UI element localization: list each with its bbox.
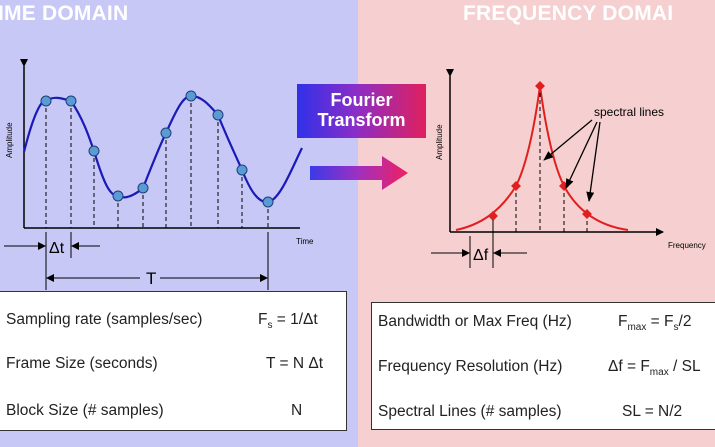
frame-size-value: T = N Δt xyxy=(266,355,324,372)
sample-point xyxy=(40,95,52,107)
transform-arrow xyxy=(310,156,408,190)
sample-point xyxy=(212,109,224,121)
sample-point xyxy=(112,190,124,202)
frequency-axes xyxy=(446,69,664,236)
sample-point xyxy=(65,95,77,107)
sample-point xyxy=(185,90,197,102)
time-domain-title: IME DOMAIN xyxy=(0,2,129,25)
sample-point xyxy=(137,182,149,194)
sampling-rate-value: Fs = 1/Δt xyxy=(258,311,318,332)
block-size-label: Block Size (# samples) xyxy=(6,402,164,419)
freq-x-axis-label: Frequency xyxy=(668,241,706,250)
frequency-domain-definitions: Bandwidth or Max Freq (Hz) Fmax = Fs/2 F… xyxy=(371,302,715,430)
transform-label: Transform xyxy=(317,110,406,130)
sample-point xyxy=(262,196,274,208)
freq-y-axis-label: Amplitude xyxy=(435,124,444,160)
spectral-point xyxy=(535,81,545,91)
spectral-point xyxy=(488,211,498,221)
spectral-lines-label: Spectral Lines (# samples) xyxy=(378,403,562,420)
delta-t-dimension xyxy=(4,232,100,258)
frame-size-label: Frame Size (seconds) xyxy=(6,355,158,372)
frequency-resolution-label: Frequency Resolution (Hz) xyxy=(378,358,563,375)
bandwidth-label: Bandwidth or Max Freq (Hz) xyxy=(378,313,572,330)
spectral-lines xyxy=(492,86,588,232)
spectral-lines-annotation: spectral lines xyxy=(594,105,664,119)
delta-f-label: Δf xyxy=(473,247,489,264)
block-size-value: N xyxy=(291,402,303,419)
frequency-domain-title: FREQUENCY DOMAI xyxy=(463,2,674,25)
fourier-label: Fourier xyxy=(330,90,393,110)
period-dimension xyxy=(45,232,269,290)
spectral-point xyxy=(511,181,521,191)
sampling-rate-label: Sampling rate (samples/sec) xyxy=(6,311,203,328)
delta-t-label: Δt xyxy=(49,240,65,257)
spectral-lines-value: SL = N/2 xyxy=(622,403,683,420)
sample-points xyxy=(40,90,274,208)
fourier-transform-box: Fourier Transform xyxy=(297,84,426,138)
sample-point xyxy=(160,127,172,139)
period-label: T xyxy=(146,269,156,288)
delta-f-dimension xyxy=(431,220,527,268)
time-axes xyxy=(20,59,300,229)
time-x-axis-label: Time xyxy=(296,237,314,246)
time-y-axis-label: Amplitude xyxy=(5,122,14,158)
bandwidth-value: Fmax = Fs/2 xyxy=(618,313,692,334)
spectral-points xyxy=(488,81,592,221)
sample-lines xyxy=(45,96,269,228)
sine-wave xyxy=(22,94,303,204)
frequency-resolution-value: Δf = Fmax / SL xyxy=(608,358,701,379)
annotation-arrows xyxy=(543,119,601,202)
spectral-point xyxy=(582,209,592,219)
time-domain-definitions: Sampling rate (samples/sec) Fs = 1/Δt Fr… xyxy=(0,291,347,431)
sample-point xyxy=(236,164,248,176)
sample-point xyxy=(88,145,100,157)
